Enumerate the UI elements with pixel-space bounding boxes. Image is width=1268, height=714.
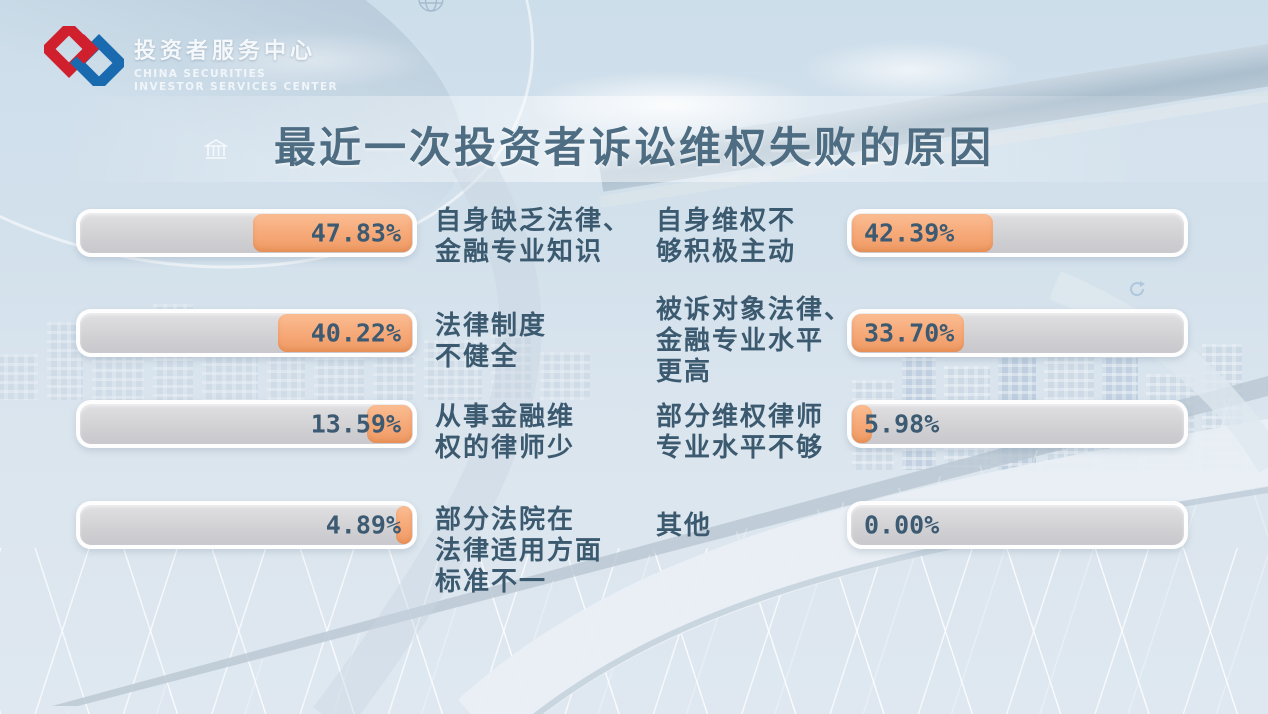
bar-label: 法律制度 不健全 <box>435 311 548 372</box>
bar-row2-right: 33.70% <box>847 309 1188 357</box>
org-name-cn: 投资者服务中心 <box>134 39 317 64</box>
bar-value: 33.70% <box>864 318 955 348</box>
bar-row4-right: 0.00% <box>847 501 1188 549</box>
cloud <box>180 30 440 90</box>
bar-row1-left: 47.83% <box>76 209 417 257</box>
bar-fill <box>852 214 994 252</box>
bar-fill <box>252 214 412 252</box>
bar-value: 4.89% <box>325 510 401 540</box>
org-name-block: 投资者服务中心 CHINA SECURITIES INVESTOR SERVIC… <box>134 33 338 94</box>
title-highlight-band <box>0 96 1268 182</box>
bar-label: 部分法院在 法律适用方面 标准不一 <box>435 505 604 597</box>
bar-row3-right: 5.98% <box>847 400 1188 448</box>
refresh-icon <box>1130 281 1145 297</box>
bar-fill <box>395 506 412 544</box>
bar-row3-left: 13.59% <box>76 400 417 448</box>
bar-row4-left: 4.89% <box>76 501 417 549</box>
globe-icon <box>418 0 444 12</box>
bar-row2-left: 40.22% <box>76 309 417 357</box>
bar-row1-right: 42.39% <box>847 209 1188 257</box>
bar-fill <box>852 405 872 443</box>
bank-icon <box>204 139 228 159</box>
page-title: 最近一次投资者诉讼维权失败的原因 <box>273 123 994 172</box>
bar-value: 47.83% <box>310 218 401 248</box>
city-skyline-left <box>0 296 644 400</box>
csisc-logo-icon <box>44 26 124 86</box>
bar-label: 自身缺乏法律、 金融专业知识 <box>435 206 632 267</box>
bar-label: 其他 <box>656 511 713 541</box>
bar-value: 42.39% <box>864 218 955 248</box>
bar-fill <box>366 405 412 443</box>
bar-fill <box>278 314 412 352</box>
bar-label: 自身维权不 够积极主动 <box>656 206 797 267</box>
bar-label: 从事金融维 权的律师少 <box>435 402 576 463</box>
bar-value: 13.59% <box>310 409 401 439</box>
bar-label: 部分维权律师 专业水平不够 <box>656 402 825 463</box>
bar-fill <box>852 314 965 352</box>
bar-value: 5.98% <box>864 409 940 439</box>
bar-value: 40.22% <box>310 318 401 348</box>
bar-label: 被诉对象法律、 金融专业水平 更高 <box>656 295 853 387</box>
bar-value: 0.00% <box>864 510 940 540</box>
org-name-en: CHINA SECURITIES INVESTOR SERVICES CENTE… <box>134 68 339 93</box>
